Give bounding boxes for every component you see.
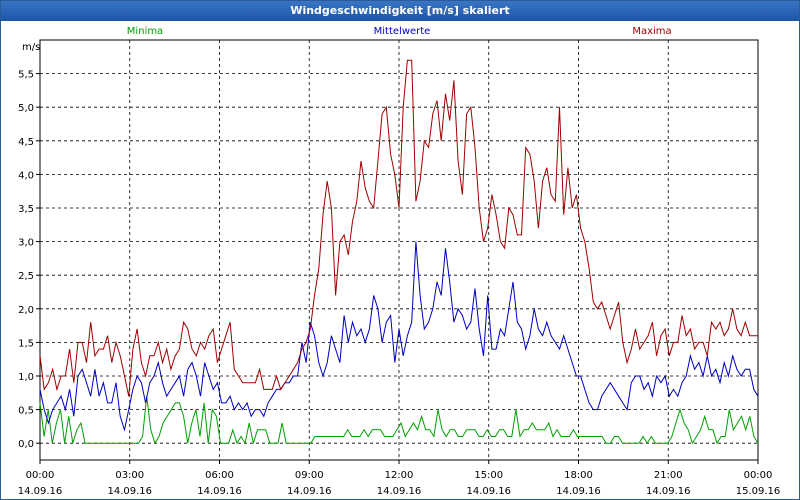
y-tick-label: 1,5 (18, 338, 34, 349)
y-tick-label: 3,0 (18, 238, 34, 249)
y-tick-label: 3,5 (18, 204, 34, 215)
series-line-mittelwerte (39, 241, 759, 432)
x-tick-date: 14.09.16 (646, 486, 691, 497)
legend-minima: Minima (127, 26, 163, 37)
y-tick-label: 0,5 (18, 406, 34, 417)
x-tick-time: 09:00 (295, 470, 324, 481)
window-title: Windgeschwindigkeit [m/s] skaliert (1, 1, 799, 21)
y-tick-label: 2,5 (18, 271, 34, 282)
legend-mittelwerte: Mittelwerte (374, 26, 431, 37)
x-tick-time: 12:00 (385, 470, 414, 481)
legend-maxima: Maxima (632, 26, 671, 37)
y-tick-label: 4,0 (18, 170, 34, 181)
x-tick-date: 14.09.16 (197, 486, 242, 497)
y-tick-label: 5,0 (18, 103, 34, 114)
series-lines (39, 59, 759, 445)
x-tick-date: 14.09.16 (18, 486, 63, 497)
x-tick-time: 06:00 (205, 470, 234, 481)
y-tick-label: 5,5 (18, 70, 34, 81)
series-line-maxima (39, 59, 758, 397)
y-axis-unit: m/s (22, 42, 40, 53)
y-tick-label: 4,5 (18, 137, 34, 148)
x-tick-time: 03:00 (115, 470, 144, 481)
x-tick-time: 18:00 (564, 470, 593, 481)
y-tick-label: 0,0 (18, 439, 34, 450)
x-tick-date: 15.09.16 (736, 486, 781, 497)
y-tick-label: 2,0 (18, 305, 34, 316)
x-tick-time: 00:00 (26, 470, 55, 481)
x-tick-date: 14.09.16 (107, 486, 152, 497)
grid-lines (40, 40, 758, 460)
y-axis-ticks: 0,0 0,5 1,0 1,5 2,0 2,5 3,0 3,5 4,0 4,5 5,0 5,5 (18, 70, 40, 450)
x-tick-time: 15:00 (474, 470, 503, 481)
x-axis-ticks: 00:00 14.09.16 03:00 14.09.16 06:00 14.09.16 0… (18, 460, 781, 497)
x-tick-date: 14.09.16 (377, 486, 422, 497)
x-tick-time: 21:00 (654, 470, 683, 481)
series-line-minima (39, 396, 759, 445)
x-tick-time: 00:00 (744, 470, 773, 481)
x-tick-date: 14.09.16 (556, 486, 601, 497)
x-tick-date: 14.09.16 (466, 486, 511, 497)
x-tick-date: 14.09.16 (287, 486, 332, 497)
y-tick-label: 1,0 (18, 372, 34, 383)
